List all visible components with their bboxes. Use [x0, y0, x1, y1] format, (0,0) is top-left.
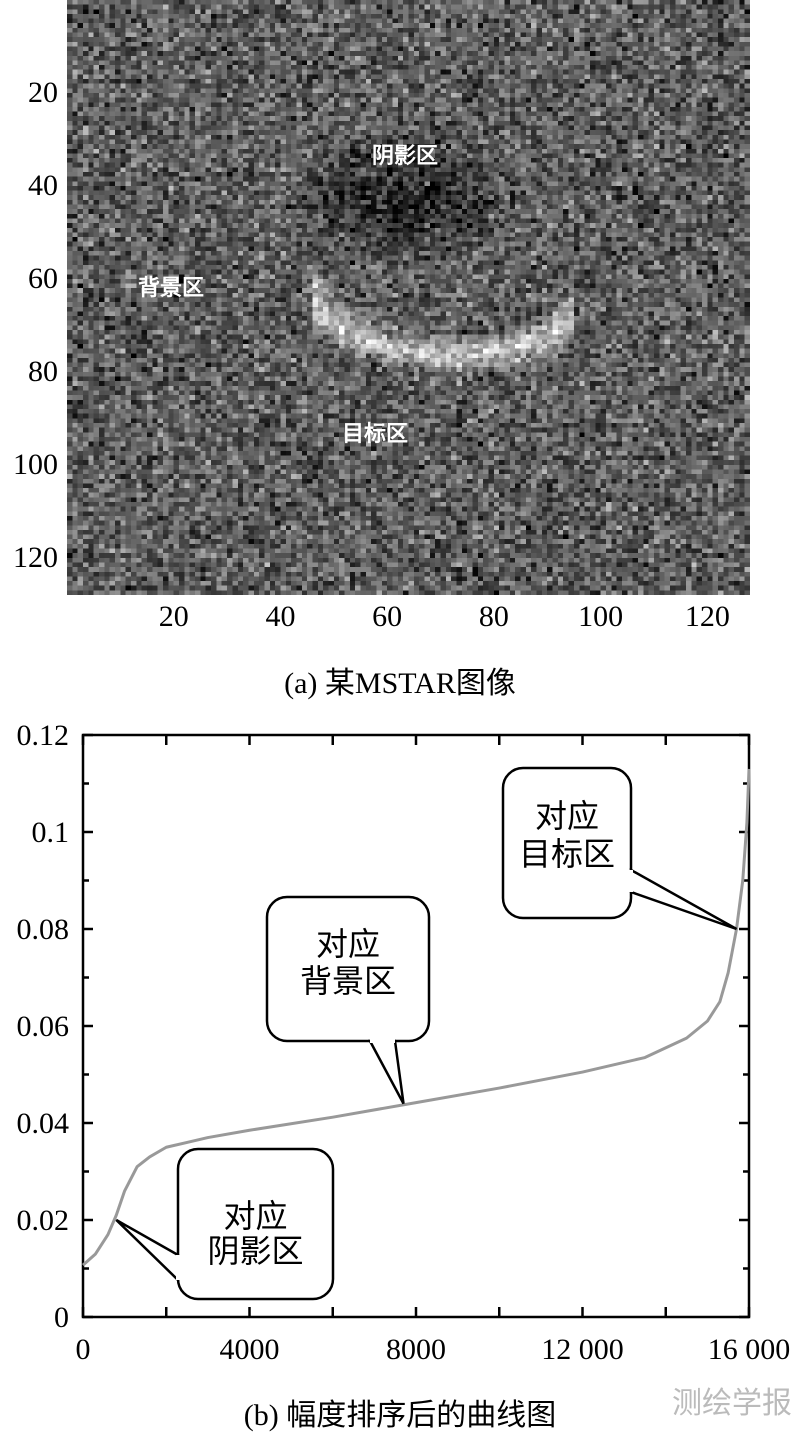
- y-tick-label: 0.02: [17, 1204, 70, 1237]
- shadow-region-label: 阴影区: [372, 144, 439, 169]
- target-region-label: 目标区: [342, 422, 409, 447]
- callout-box: [265, 895, 431, 1043]
- y-tick-label: 0.12: [17, 719, 70, 752]
- a-y-tick-label: 100: [13, 447, 58, 481]
- sorted-amplitude-chart: 0 4000 8000 12 000 16 000 0 0.02 0.04 0.06 0.08 0.…: [17, 719, 791, 1366]
- x-tick-label: 4000: [220, 1333, 280, 1366]
- callout-text: 目标区: [519, 835, 615, 873]
- a-x-tick-label: 100: [578, 600, 624, 633]
- watermark: 测绘学报: [672, 1386, 792, 1421]
- callout-pointer: [629, 867, 738, 931]
- x-tick-label: 12 000: [541, 1333, 624, 1366]
- a-x-tick-label: 80: [478, 600, 509, 633]
- mstar-image: [67, 0, 750, 595]
- caption-a: (a) 某MSTAR图像: [284, 667, 516, 700]
- callout-pointer: [367, 1039, 405, 1105]
- y-tick-label: 0.06: [17, 1010, 70, 1043]
- a-x-tick-label: 40: [265, 600, 296, 633]
- a-x-tick-label: 20: [158, 600, 189, 633]
- callout-text: 对应: [535, 797, 599, 835]
- callout-text: 对应: [223, 1197, 287, 1235]
- a-y-tick-label: 60: [28, 261, 58, 295]
- x-tick-label: 8000: [386, 1333, 446, 1366]
- caption-b: (b) 幅度排序后的曲线图: [243, 1399, 557, 1432]
- callout-box: [176, 1147, 335, 1301]
- a-x-tick-label: 120: [684, 600, 730, 633]
- callout-pointer: [115, 1218, 180, 1283]
- callout-text: 对应: [316, 925, 380, 963]
- x-tick-label: 0: [76, 1333, 91, 1366]
- a-y-tick-label: 80: [28, 354, 58, 388]
- a-y-tick-label: 20: [28, 75, 58, 109]
- y-tick-label: 0.04: [17, 1107, 70, 1140]
- sorted-amplitude-line: [82, 768, 751, 1267]
- x-tick-label: 16 000: [708, 1333, 791, 1366]
- callout-text: 背景区: [300, 962, 396, 1000]
- callout-text: 阴影区: [207, 1232, 303, 1270]
- y-tick-label: 0.08: [17, 913, 70, 946]
- a-y-tick-label: 40: [28, 168, 58, 202]
- a-x-tick-label: 60: [372, 600, 403, 633]
- a-y-tick-label: 120: [13, 540, 58, 574]
- background-region-label: 背景区: [138, 276, 205, 301]
- y-tick-label: 0: [54, 1301, 69, 1334]
- callout-box: [501, 766, 633, 920]
- y-tick-label: 0.1: [32, 816, 70, 849]
